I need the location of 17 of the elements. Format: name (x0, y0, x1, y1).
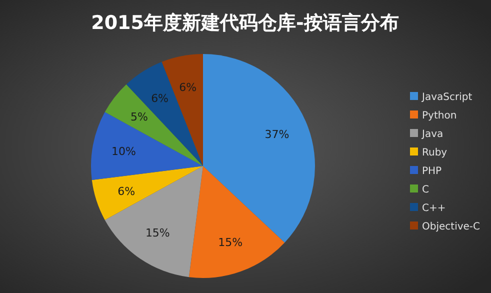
data-label: 5% (130, 110, 148, 124)
legend-label: Ruby (422, 148, 448, 158)
data-label: 37% (264, 128, 290, 141)
data-label: 10% (112, 144, 136, 158)
data-label: 15% (145, 226, 170, 240)
chart-title: 2015年度新建代码仓库-按语言分布 (91, 12, 399, 34)
data-label: 6% (118, 184, 136, 198)
data-label: 6% (151, 92, 169, 105)
data-label: 6% (179, 80, 197, 94)
legend-label: C++ (422, 203, 446, 214)
legend-label: PHP (422, 166, 442, 177)
legend-label: JavaScript (421, 92, 472, 103)
legend-label: Objective-C (422, 222, 480, 232)
legend-label: Java (421, 129, 444, 140)
legend-label: Python (422, 110, 457, 122)
legend-label: C (422, 184, 429, 196)
data-label: 15% (218, 236, 243, 249)
